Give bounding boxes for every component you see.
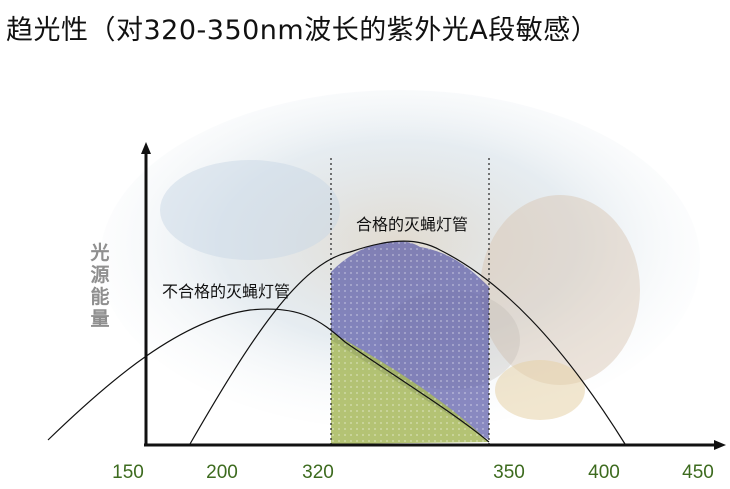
x-tick-label: 400 <box>588 462 620 483</box>
x-tick-label: 350 <box>493 462 525 483</box>
qualified-tube-label: 合格的灭蝇灯管 <box>356 215 469 234</box>
qualified-tube-curve <box>189 240 626 445</box>
y-axis-label: 光源能量 <box>90 242 110 330</box>
unqualified-tube-curve <box>47 308 490 443</box>
x-tick-label: 320 <box>302 462 334 483</box>
x-tick-label: 200 <box>206 462 238 483</box>
page-title: 趋光性（对320-350nm波长的紫外光A段敏感） <box>6 15 599 46</box>
unqualified-tube-label: 不合格的灭蝇灯管 <box>162 282 291 301</box>
y-axis-arrow <box>141 142 151 154</box>
x-axis-arrow <box>714 440 726 450</box>
x-tick-label: 150 <box>112 462 144 483</box>
x-tick-label: 450 <box>682 462 714 483</box>
